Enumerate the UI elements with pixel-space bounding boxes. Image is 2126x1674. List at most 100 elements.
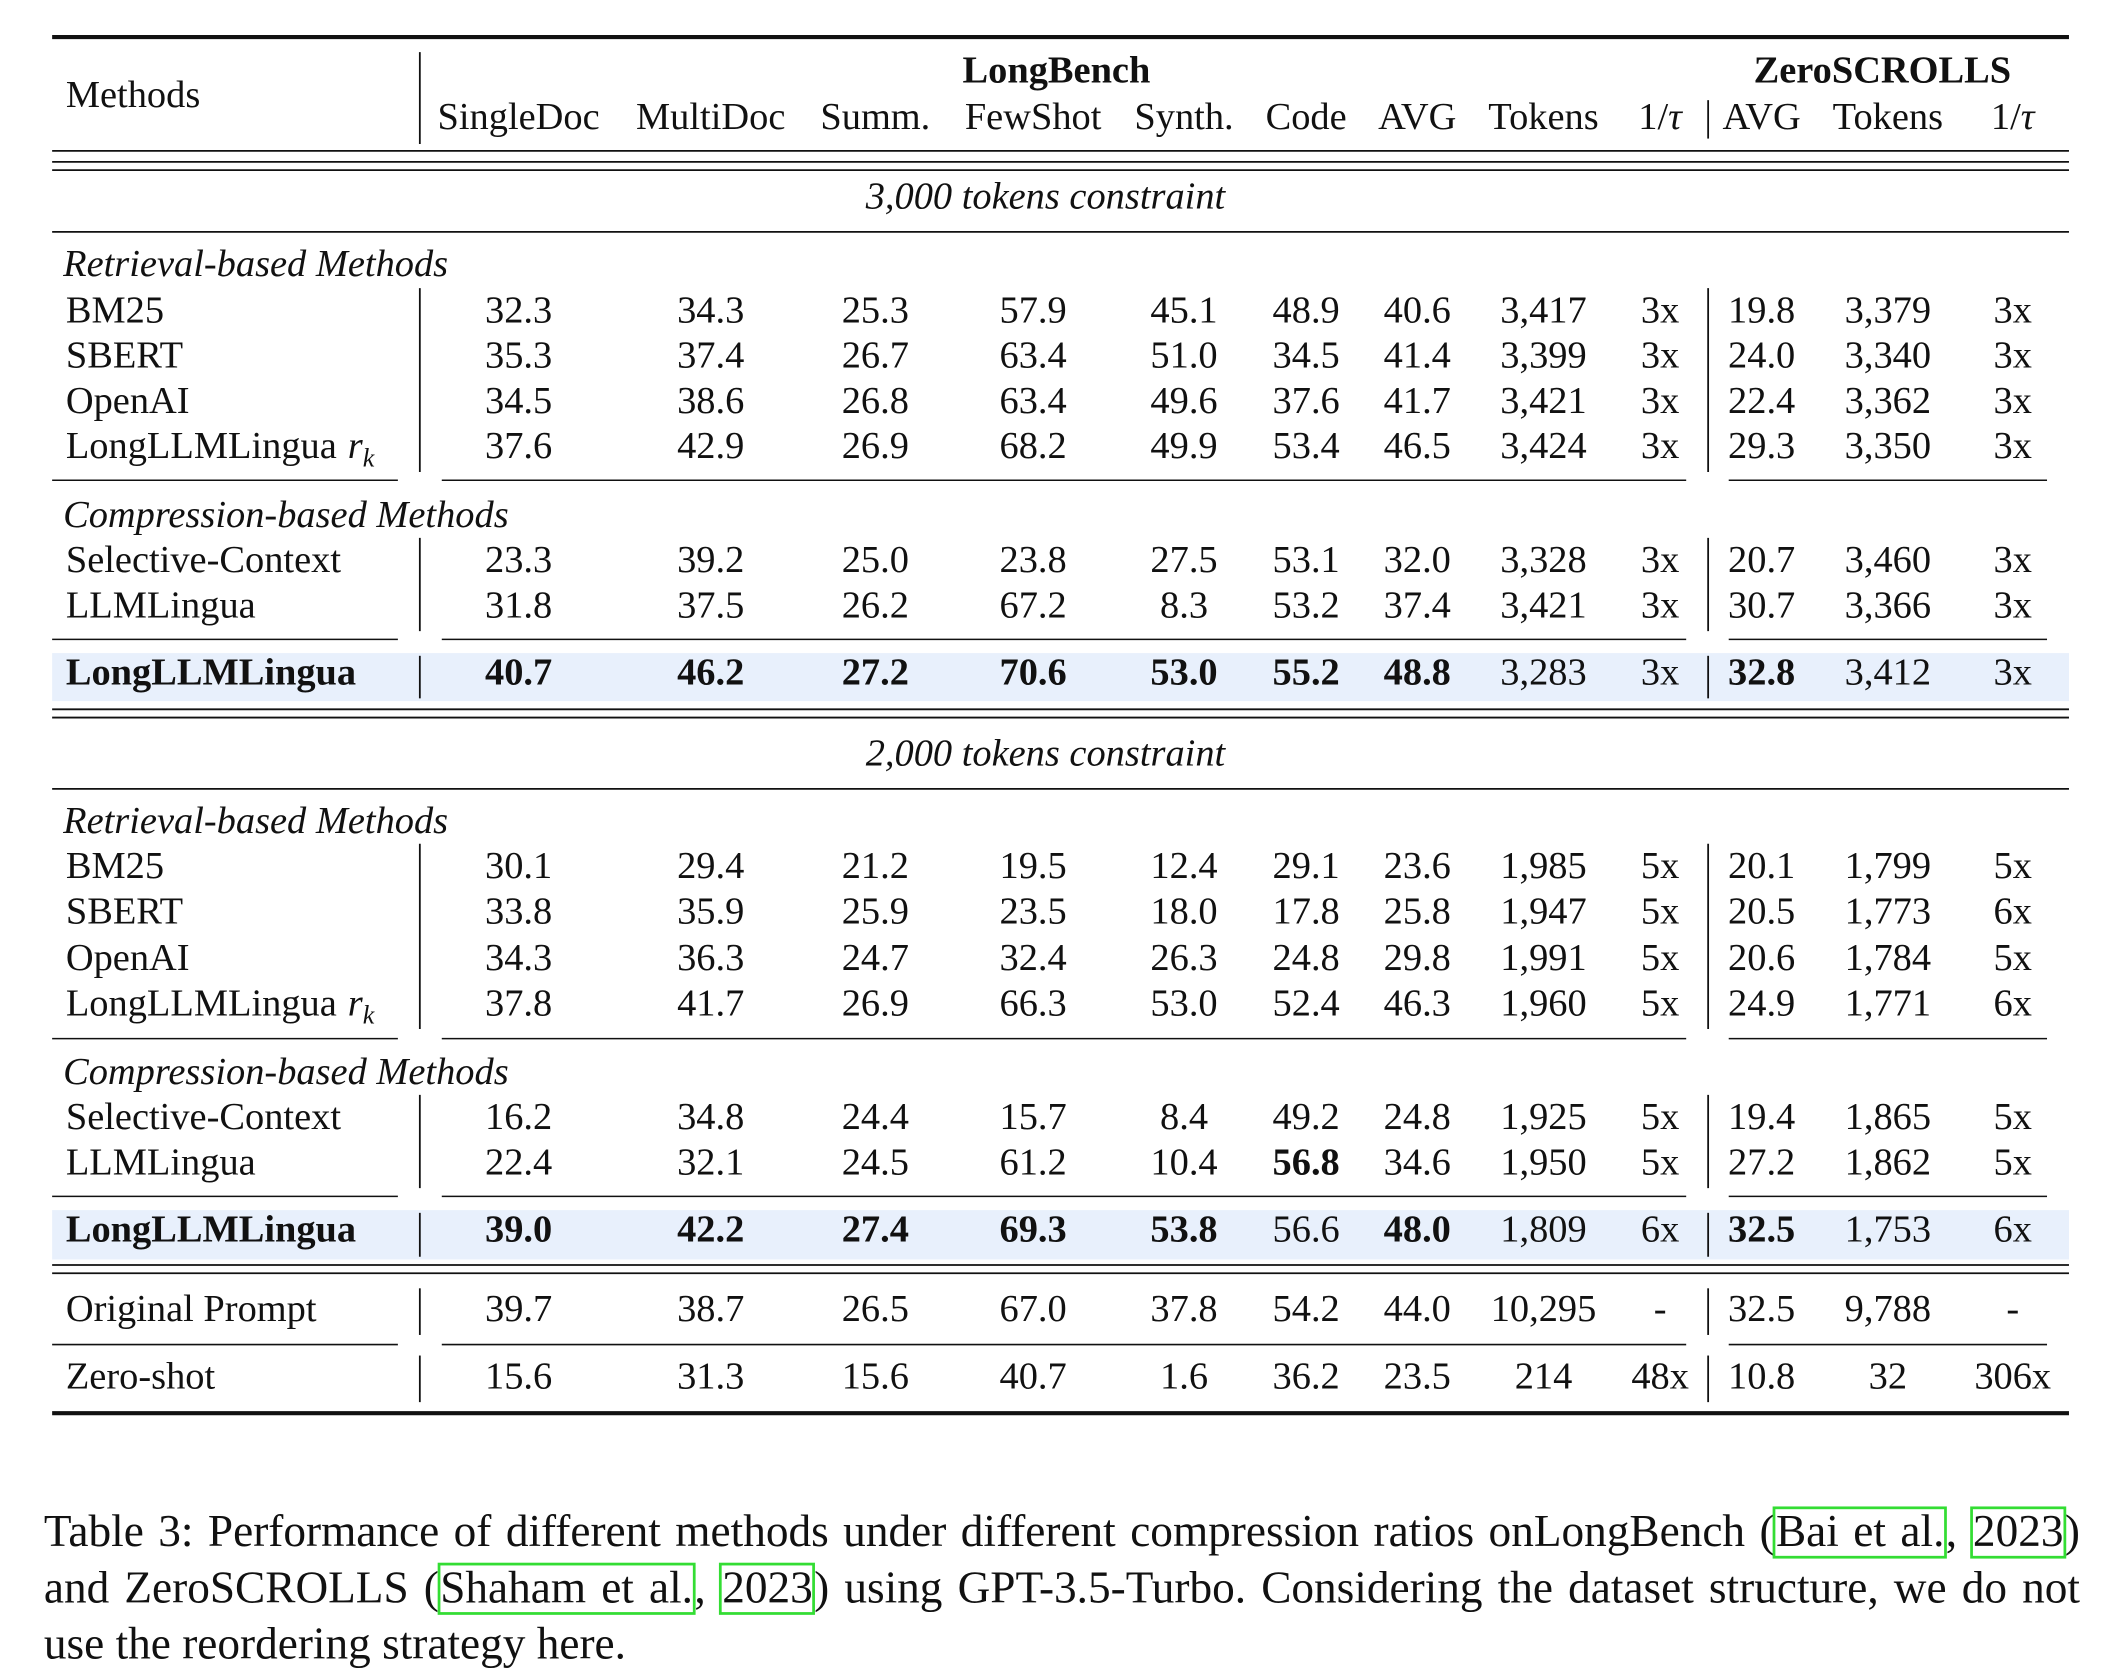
- table-cell: 5x: [1641, 982, 1679, 1024]
- table-cell: 63.4: [1000, 380, 1067, 422]
- table-cell: 41.7: [1384, 380, 1451, 422]
- table-cell: 3x: [1994, 289, 2032, 331]
- table-cell: 51.0: [1150, 335, 1217, 377]
- table-cell: 34.5: [485, 380, 552, 422]
- table-cell: 53.0: [1150, 982, 1217, 1024]
- table-cell: 6x: [1994, 982, 2032, 1024]
- column-header: Tokens: [1833, 96, 1943, 138]
- table-cell: 68.2: [1000, 425, 1067, 467]
- table-cell: 10.4: [1150, 1141, 1217, 1183]
- table-cell: 37.5: [677, 584, 744, 626]
- table-cell: 32.5: [1728, 1288, 1795, 1330]
- table-cell: 3,350: [1845, 425, 1931, 467]
- column-header: SingleDoc: [438, 96, 600, 138]
- group-label: Compression-based Methods: [63, 1051, 509, 1093]
- method-name: LLMLingua: [66, 1141, 256, 1183]
- method-name: LLMLingua: [66, 584, 256, 626]
- table-cell: 34.3: [485, 937, 552, 979]
- table-cell: 29.4: [677, 845, 744, 887]
- table-cell: 53.2: [1273, 584, 1340, 626]
- table-cell: 1,753: [1845, 1209, 1931, 1251]
- results-table: Methods LongBench ZeroSCROLLS SingleDoc Mult…: [52, 34, 2069, 1416]
- table-cell: 67.0: [1000, 1288, 1067, 1330]
- caption-text-3: ) and ZeroSCROLLS (: [43, 1507, 2080, 1614]
- column-header: Synth.: [1134, 96, 1233, 138]
- method-name: LongLLMLingua rk: [66, 425, 375, 472]
- table-cell: 30.1: [485, 845, 552, 887]
- caption-text-2: ,: [1945, 1507, 1972, 1558]
- constraint-label: 3,000 tokens constraint: [865, 176, 1227, 218]
- table-cell: -: [2006, 1288, 2019, 1330]
- table-cell: 46.2: [677, 652, 744, 694]
- table-cell: 32.1: [677, 1141, 744, 1183]
- table-cell: 3,379: [1845, 289, 1931, 331]
- table-cell: 41.7: [677, 982, 744, 1024]
- table-cell: 32.5: [1728, 1209, 1795, 1251]
- table-cell: 3,328: [1500, 539, 1586, 581]
- table-cell: 10,295: [1491, 1288, 1597, 1330]
- table-cell: 41.4: [1384, 335, 1451, 377]
- table-cell: 29.8: [1384, 937, 1451, 979]
- table-cell: 1,960: [1500, 982, 1586, 1024]
- paper-page: Methods LongBench ZeroSCROLLS SingleDoc Mult…: [43, 34, 2080, 1670]
- method-name: LongLLMLingua: [66, 1209, 356, 1251]
- method-name: SBERT: [66, 890, 183, 932]
- table-cell: 48.8: [1384, 652, 1451, 694]
- table-cell: 1,784: [1845, 937, 1931, 979]
- table-cell: 53.0: [1150, 652, 1217, 694]
- table-cell: 56.8: [1273, 1141, 1340, 1183]
- method-name: Original Prompt: [66, 1288, 317, 1330]
- table-cell: 1,865: [1845, 1096, 1931, 1138]
- table-cell: 3x: [1641, 425, 1679, 467]
- table-cell: 20.1: [1728, 845, 1795, 887]
- table-cell: 26.2: [842, 584, 909, 626]
- table-cell: 3,412: [1845, 652, 1931, 694]
- table-cell: 5x: [1641, 937, 1679, 979]
- table-cell: 22.4: [485, 1141, 552, 1183]
- table-cell: 3x: [1994, 335, 2032, 377]
- table-cell: 49.6: [1150, 380, 1217, 422]
- table-cell: 22.4: [1728, 380, 1795, 422]
- table-cell: 1,950: [1500, 1141, 1586, 1183]
- table-cell: 1,809: [1500, 1209, 1586, 1251]
- table-cell: 3x: [1994, 652, 2032, 694]
- table-cell: 26.9: [842, 982, 909, 1024]
- table-cell: 6x: [1994, 1209, 2032, 1251]
- table-cell: 32.8: [1728, 652, 1795, 694]
- table-cell: 25.8: [1384, 890, 1451, 932]
- column-header: AVG: [1378, 96, 1456, 138]
- table-cell: 26.7: [842, 335, 909, 377]
- group-label: Retrieval-based Methods: [62, 243, 448, 285]
- citation-author-shaham[interactable]: Shaham et al.: [437, 1562, 696, 1615]
- citation-year-bai[interactable]: 2023: [1970, 1506, 2067, 1559]
- table-cell: 29.3: [1728, 425, 1795, 467]
- table-cell: 34.5: [1273, 335, 1340, 377]
- table-cell: 5x: [1641, 845, 1679, 887]
- table-cell: 20.7: [1728, 539, 1795, 581]
- table-cell: 32.0: [1384, 539, 1451, 581]
- table-cell: 34.8: [677, 1096, 744, 1138]
- table-cell: 37.4: [1384, 584, 1451, 626]
- method-name: Selective-Context: [66, 1096, 341, 1138]
- table-cell: 40.6: [1384, 289, 1451, 331]
- table-cell: 3x: [1994, 425, 2032, 467]
- table-cell: 27.4: [842, 1209, 909, 1251]
- table-cell: 19.4: [1728, 1096, 1795, 1138]
- table-cell: 48.0: [1384, 1209, 1451, 1251]
- table-cell: 24.9: [1728, 982, 1795, 1024]
- citation-author-bai[interactable]: Bai et al.: [1773, 1506, 1948, 1559]
- table-cell: 54.2: [1273, 1288, 1340, 1330]
- table-cell: 26.9: [842, 425, 909, 467]
- table-cell: 27.5: [1150, 539, 1217, 581]
- table-cell: 3,424: [1500, 425, 1586, 467]
- table-cell: 27.2: [842, 652, 909, 694]
- table-cell: 1.6: [1160, 1355, 1208, 1397]
- table-cell: 12.4: [1150, 845, 1217, 887]
- table-cell: 15.6: [485, 1355, 552, 1397]
- citation-year-shaham[interactable]: 2023: [719, 1562, 816, 1615]
- table-cell: 37.6: [485, 425, 552, 467]
- table-cell: 3x: [1641, 380, 1679, 422]
- table-cell: 1,985: [1500, 845, 1586, 887]
- table-cell: 1,799: [1845, 845, 1931, 887]
- table-cell: 32: [1869, 1355, 1907, 1397]
